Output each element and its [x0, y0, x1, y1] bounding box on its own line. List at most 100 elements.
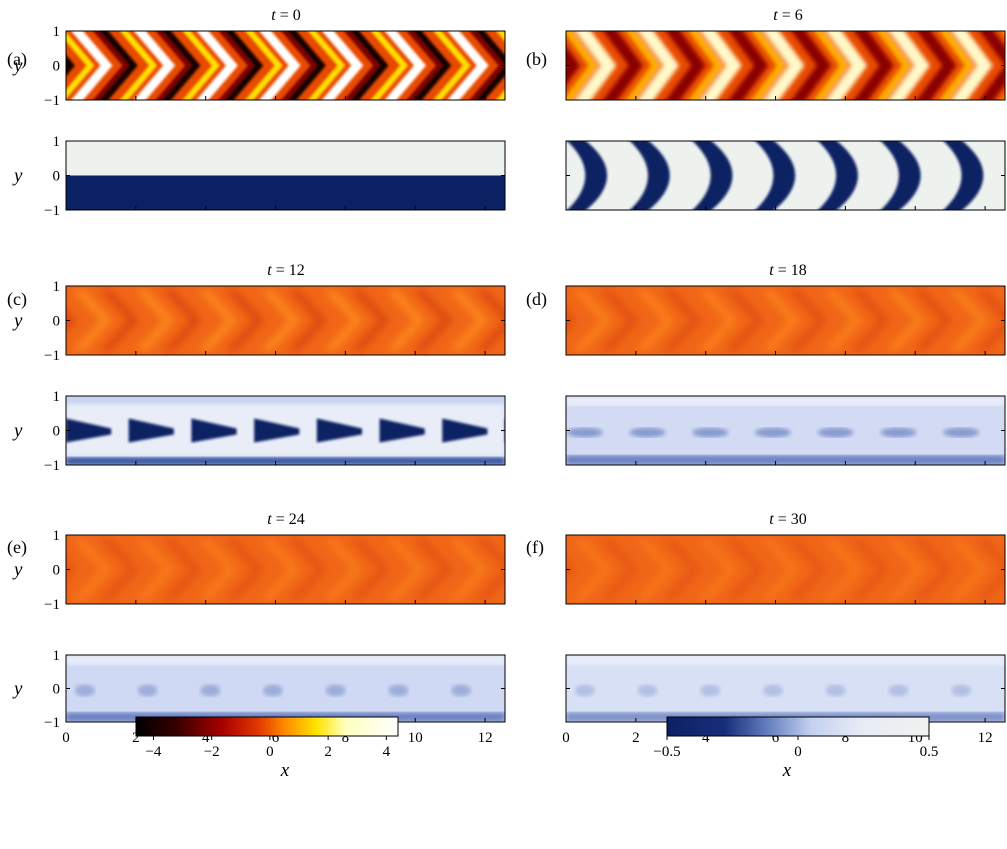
y-tick-label: −1: [44, 458, 60, 474]
panel-d: [565, 285, 1006, 466]
scalar-roll: [817, 141, 858, 210]
y-axis-label: y: [12, 166, 23, 187]
scalar-eddy: [325, 684, 346, 697]
scalar-fold: [128, 418, 174, 443]
scalar-field: [66, 141, 505, 210]
panel-a: 1 0 −1 y 1 0 −1 y: [12, 24, 506, 219]
scalar-eddy: [692, 427, 729, 438]
scalar-eddy: [700, 684, 721, 697]
panel-title-d: t = 18: [769, 262, 806, 279]
scalar-fold: [505, 419, 550, 443]
x-tick-label: 8: [842, 730, 850, 746]
vorticity-field: [566, 31, 1005, 100]
scalar-eddy: [451, 684, 472, 697]
x-tick-label: 8: [342, 730, 350, 746]
y-tick-label: 1: [53, 134, 61, 150]
y-axis-label: y: [12, 421, 23, 442]
scalar-roll: [567, 141, 607, 210]
scalar-fold: [442, 418, 488, 443]
colorbar-blue-ticks: −0.5 0 0.5: [653, 736, 938, 760]
vorticity-field: [66, 286, 505, 355]
colorbar-tick-label: 0.5: [920, 744, 939, 760]
vorticity-field: [66, 535, 505, 604]
scalar-roll: [629, 141, 670, 210]
x-tick-label: 2: [632, 730, 640, 746]
scalar-fold: [254, 418, 300, 443]
scalar-eddy: [262, 684, 283, 697]
scalar-roll: [880, 141, 921, 210]
colorbar-tick-label: −4: [145, 744, 161, 760]
scalar-roll: [755, 141, 796, 210]
y-axis-label: y: [12, 311, 23, 332]
scalar-eddy: [637, 684, 658, 697]
field-background: [566, 286, 1005, 355]
scalar-fold: [66, 418, 112, 443]
panel-title-c: t = 12: [267, 262, 304, 279]
colorbar-tick-label: 0: [794, 744, 802, 760]
x-tick-label: 12: [978, 730, 993, 746]
panel-c: 1 0 −1 y 1 0 −1 y: [12, 279, 550, 474]
panel-title-b: t = 6: [773, 7, 802, 24]
x-axis-label-left: x: [280, 760, 290, 781]
x-tick-label: 12: [478, 730, 493, 746]
scalar-eddy: [388, 684, 409, 697]
field-background: [66, 31, 505, 100]
panel-label-e: (e): [7, 537, 27, 558]
scalar-eddy: [574, 684, 595, 697]
x-tick-label: 10: [408, 730, 423, 746]
scalar-field: [566, 396, 1005, 465]
x-tick-label: 4: [202, 730, 210, 746]
y-tick-label: 0: [53, 682, 61, 698]
y-tick-label: −1: [44, 597, 60, 613]
panel-title-e: t = 24: [267, 511, 304, 528]
scalar-fold: [379, 418, 425, 443]
field-background: [66, 286, 505, 355]
y-tick-label: 0: [53, 314, 61, 330]
y-tick-label: 1: [53, 528, 61, 544]
scalar-eddy: [629, 427, 666, 438]
y-tick-label: 0: [53, 59, 61, 75]
scalar-eddy: [754, 427, 791, 438]
y-tick-label: 1: [53, 648, 61, 664]
panel-f: 0 2 4 6 8 10 12: [562, 534, 1006, 746]
x-tick-label: 6: [272, 730, 280, 746]
scalar-eddy: [825, 684, 846, 697]
y-axis-label: y: [12, 679, 23, 700]
colorbar-blue-strip: [666, 716, 930, 737]
colorbar-tick-label: −2: [204, 744, 220, 760]
y-tick-label: −1: [44, 93, 60, 109]
scalar-roll: [943, 141, 984, 210]
y-tick-label: 0: [53, 424, 61, 440]
scalar-eddy: [762, 684, 783, 697]
scalar-eddy: [200, 684, 221, 697]
y-tick-label: 1: [53, 389, 61, 405]
field-background: [66, 535, 505, 604]
panel-labels: (a) (b) (c) (d) (e) (f): [7, 49, 547, 558]
colorbar-hot-strip: [135, 716, 399, 737]
lower-layer: [66, 175, 505, 210]
scalar-fold: [191, 418, 237, 443]
y-tick-label: 1: [53, 24, 61, 40]
y-tick-label: 1: [53, 279, 61, 295]
scalar-field: [566, 655, 1005, 722]
scalar-eddy: [566, 427, 603, 438]
y-tick-label: −1: [44, 715, 60, 731]
panel-label-a: (a): [7, 49, 27, 70]
panel-label-f: (f): [526, 537, 544, 558]
field-background: [566, 535, 1005, 604]
scalar-eddy: [888, 684, 909, 697]
scalar-eddy: [943, 427, 980, 438]
y-tick-label: −1: [44, 203, 60, 219]
scalar-roll: [692, 141, 733, 210]
vorticity-field: [566, 286, 1005, 355]
colorbar-hot-ticks: −4 −2 0 2 4: [145, 736, 391, 760]
scalar-field: [66, 655, 505, 722]
panel-label-b: (b): [526, 49, 547, 70]
vorticity-field: [566, 535, 1005, 604]
x-tick-label: 0: [62, 730, 70, 746]
y-tick-label: 0: [53, 169, 61, 185]
panel-title-a: t = 0: [271, 7, 300, 24]
